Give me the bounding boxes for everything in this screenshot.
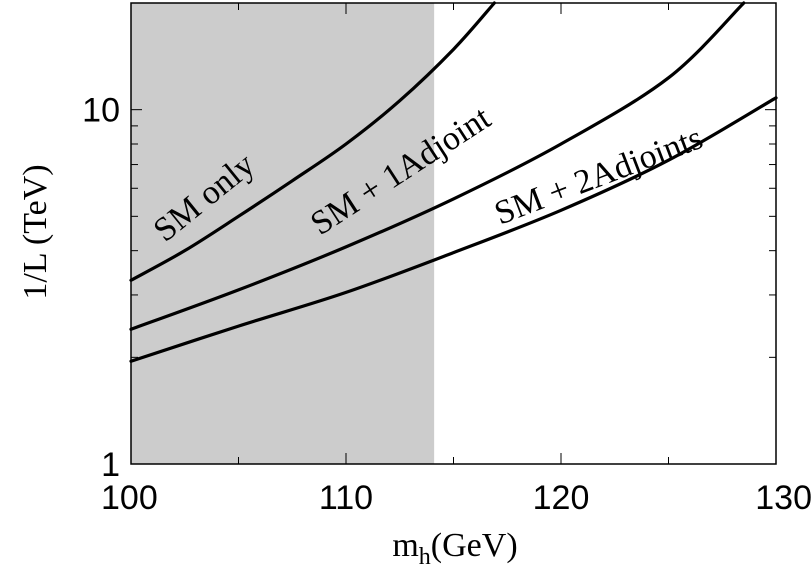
x-tick-label: 110 bbox=[319, 479, 373, 517]
y-axis-label: 1/L (TeV) bbox=[17, 164, 54, 299]
y-tick-label: 10 bbox=[82, 92, 120, 130]
series-line-1 bbox=[129, 1, 746, 331]
y-tick-label: 1 bbox=[101, 446, 120, 484]
series-line-0 bbox=[129, 1, 496, 282]
x-tick-label: 120 bbox=[533, 479, 590, 517]
x-tick-label: 130 bbox=[755, 479, 811, 517]
plot-frame bbox=[130, 2, 777, 465]
series-line-2 bbox=[129, 96, 778, 363]
y-tick-labels: 1 10 bbox=[82, 92, 120, 484]
x-axis-label: mh(GeV) bbox=[392, 527, 517, 570]
x-tick-labels: 100 110 120 130 bbox=[101, 479, 811, 517]
x-axis-label-sub: h bbox=[419, 544, 431, 570]
shaded-region bbox=[131, 3, 435, 464]
x-tick-label: 100 bbox=[101, 479, 158, 517]
curves bbox=[129, 1, 778, 363]
x-axis-label-suffix: (GeV) bbox=[431, 527, 518, 564]
series-label-sm-2adjoints: SM + 2Adjoints bbox=[490, 119, 708, 232]
x-axis-label-main: m bbox=[392, 527, 418, 564]
